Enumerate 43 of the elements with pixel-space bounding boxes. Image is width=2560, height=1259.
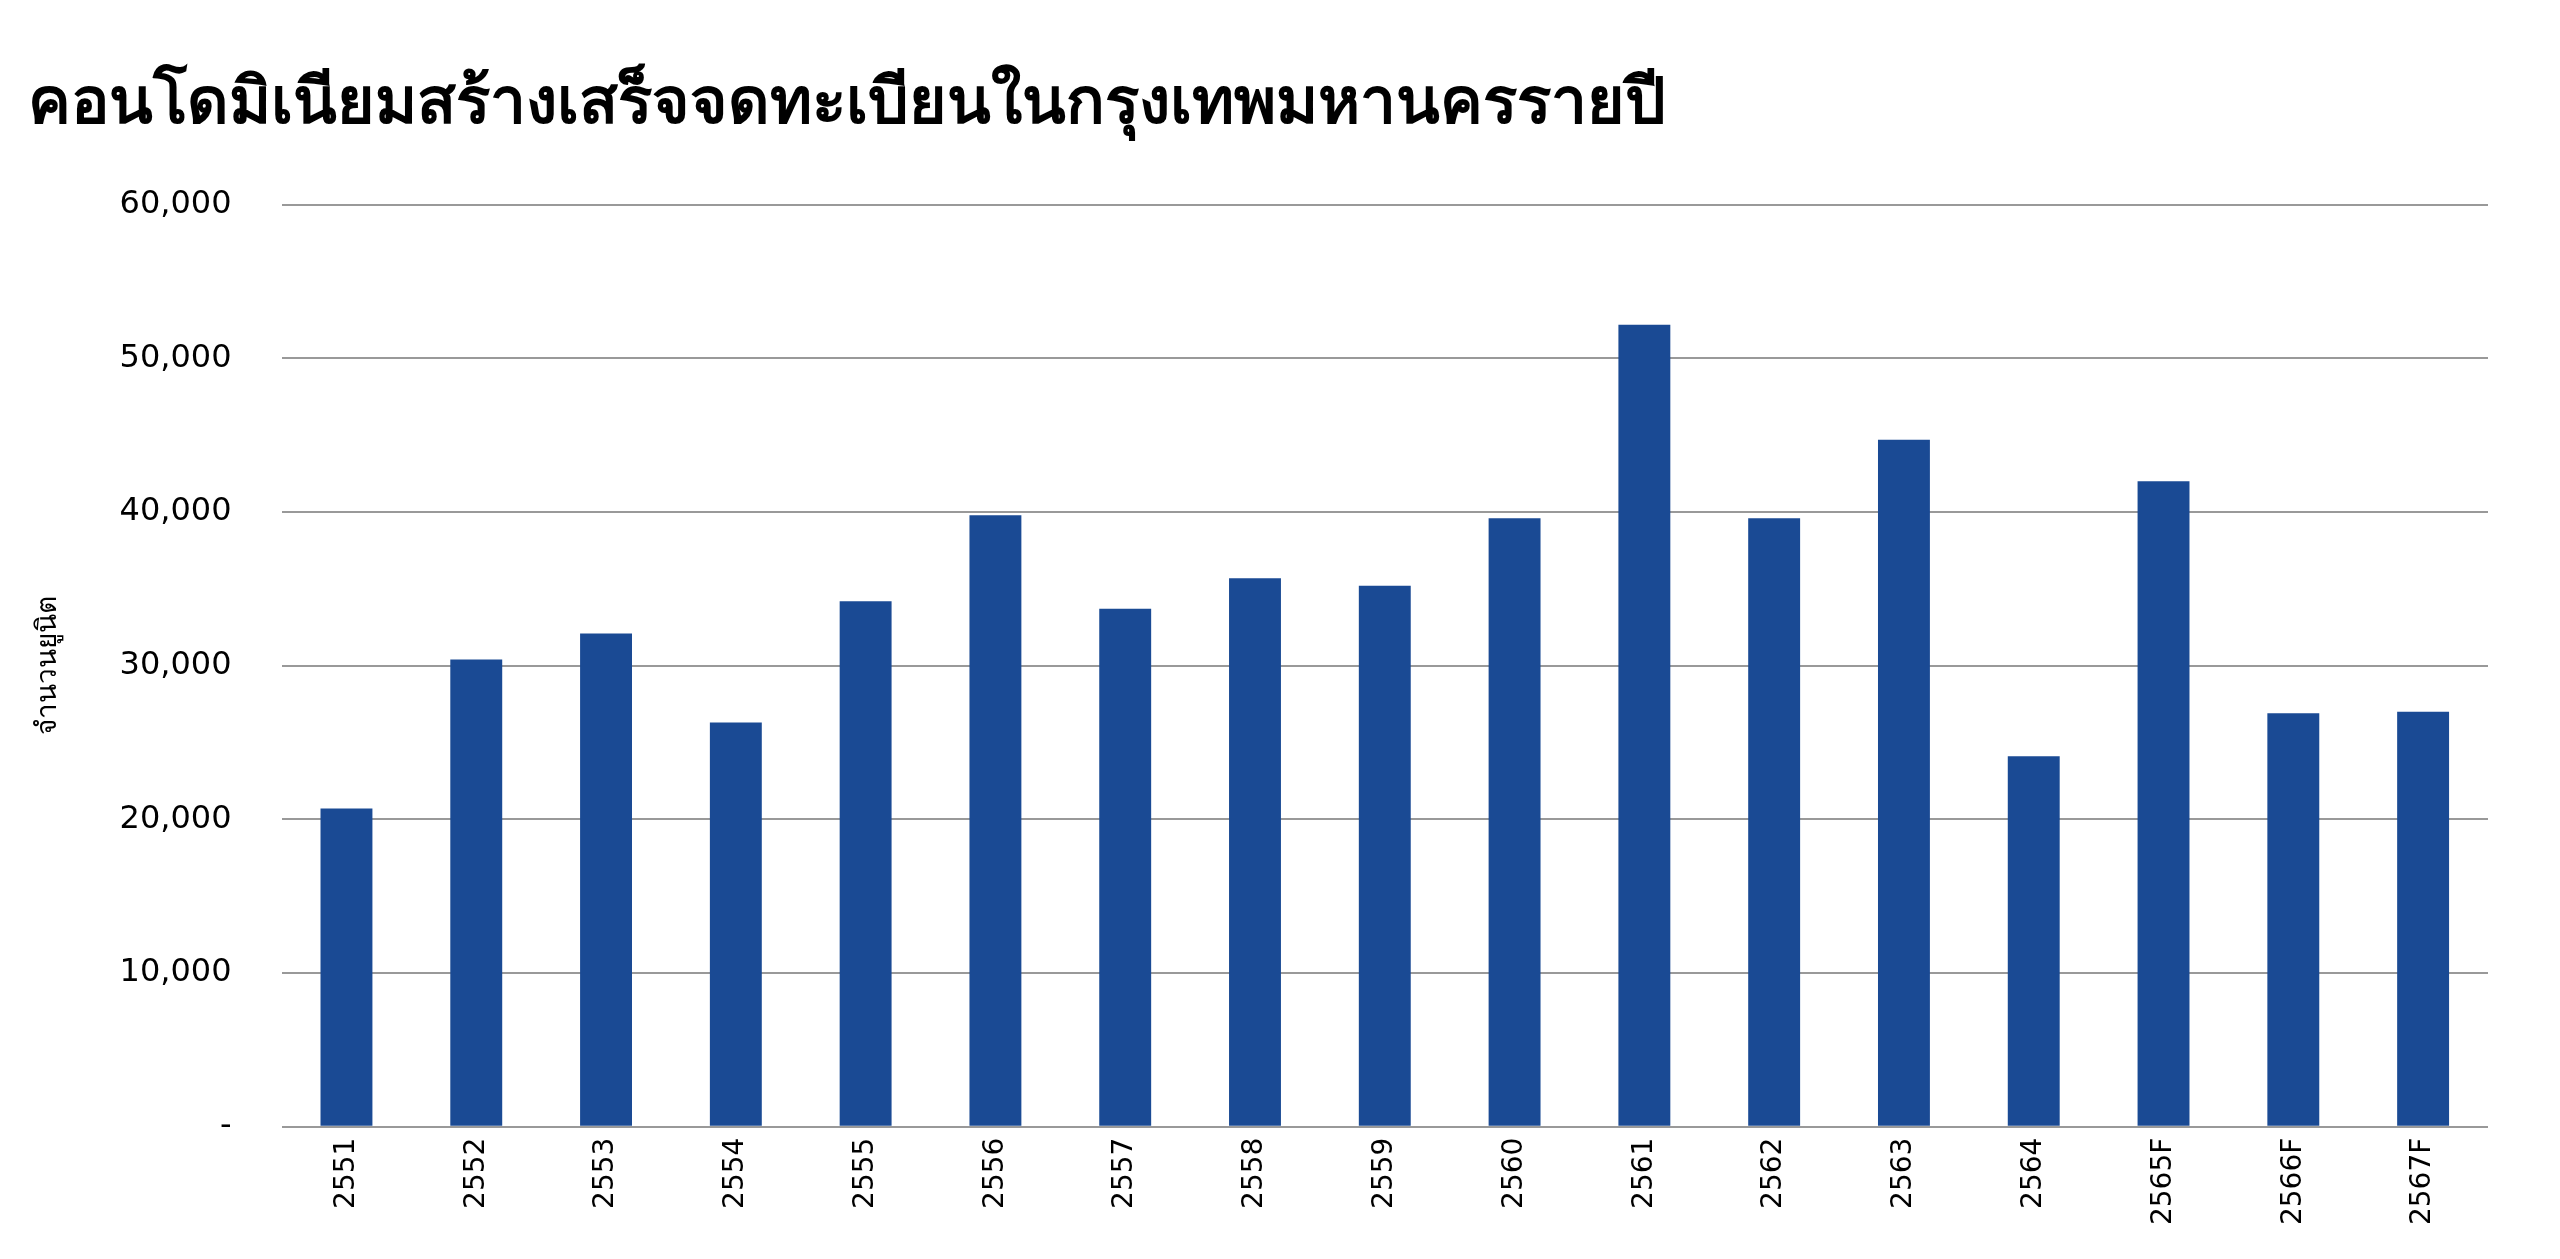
x-tick-label: 2566F: [2274, 1137, 2308, 1226]
x-tick-label: 2559: [1366, 1137, 1400, 1209]
bar: [709, 722, 762, 1126]
x-tick-label: 2553: [587, 1137, 621, 1209]
bar: [969, 515, 1022, 1126]
bar: [2137, 481, 2190, 1126]
bar: [1618, 324, 1671, 1126]
bar: [1488, 518, 1541, 1126]
x-tick-label: 2552: [457, 1137, 491, 1209]
x-tick-label: 2567F: [2404, 1137, 2438, 1226]
x-tick-label: 2565F: [2144, 1137, 2178, 1226]
x-tick-label: 2558: [1236, 1137, 1270, 1209]
bar: [839, 601, 892, 1126]
bar: [450, 659, 503, 1126]
bar: [1877, 439, 1930, 1126]
x-tick-label: 2557: [1106, 1137, 1140, 1209]
x-tick-label: 2561: [1625, 1137, 1659, 1209]
bar: [320, 808, 373, 1126]
bar: [1358, 585, 1411, 1126]
bar: [1099, 608, 1152, 1126]
bar: [580, 633, 632, 1126]
x-tick-label: 2556: [976, 1137, 1010, 1209]
x-tick-label: 2551: [327, 1137, 361, 1209]
bar: [2007, 756, 2060, 1126]
y-tick-label: 10,000: [119, 951, 232, 990]
bar: [1229, 578, 1281, 1126]
x-tick-label: 2555: [846, 1137, 880, 1209]
y-tick-label: 50,000: [119, 336, 232, 375]
chart-title: คอนโดมิเนียมสร้างเสร็จจดทะเบียนในกรุงเทพมหานครรายปี: [28, 63, 1666, 142]
bar: [2397, 711, 2450, 1126]
bar: [2267, 713, 2320, 1126]
x-tick-label: 2554: [717, 1137, 751, 1209]
y-tick-label: -: [220, 1104, 232, 1143]
y-axis-title: จำนวนยูนิต: [30, 596, 65, 736]
bar: [1748, 518, 1801, 1126]
y-tick-label: 30,000: [119, 644, 232, 683]
x-tick-label: 2563: [1885, 1137, 1919, 1209]
x-tick-label: 2560: [1495, 1137, 1529, 1209]
y-tick-label: 40,000: [119, 490, 232, 529]
x-tick-label: 2564: [2015, 1137, 2049, 1209]
x-tick-label: 2562: [1755, 1137, 1789, 1209]
y-tick-label: 20,000: [119, 797, 232, 836]
y-tick-label: 60,000: [119, 183, 232, 222]
